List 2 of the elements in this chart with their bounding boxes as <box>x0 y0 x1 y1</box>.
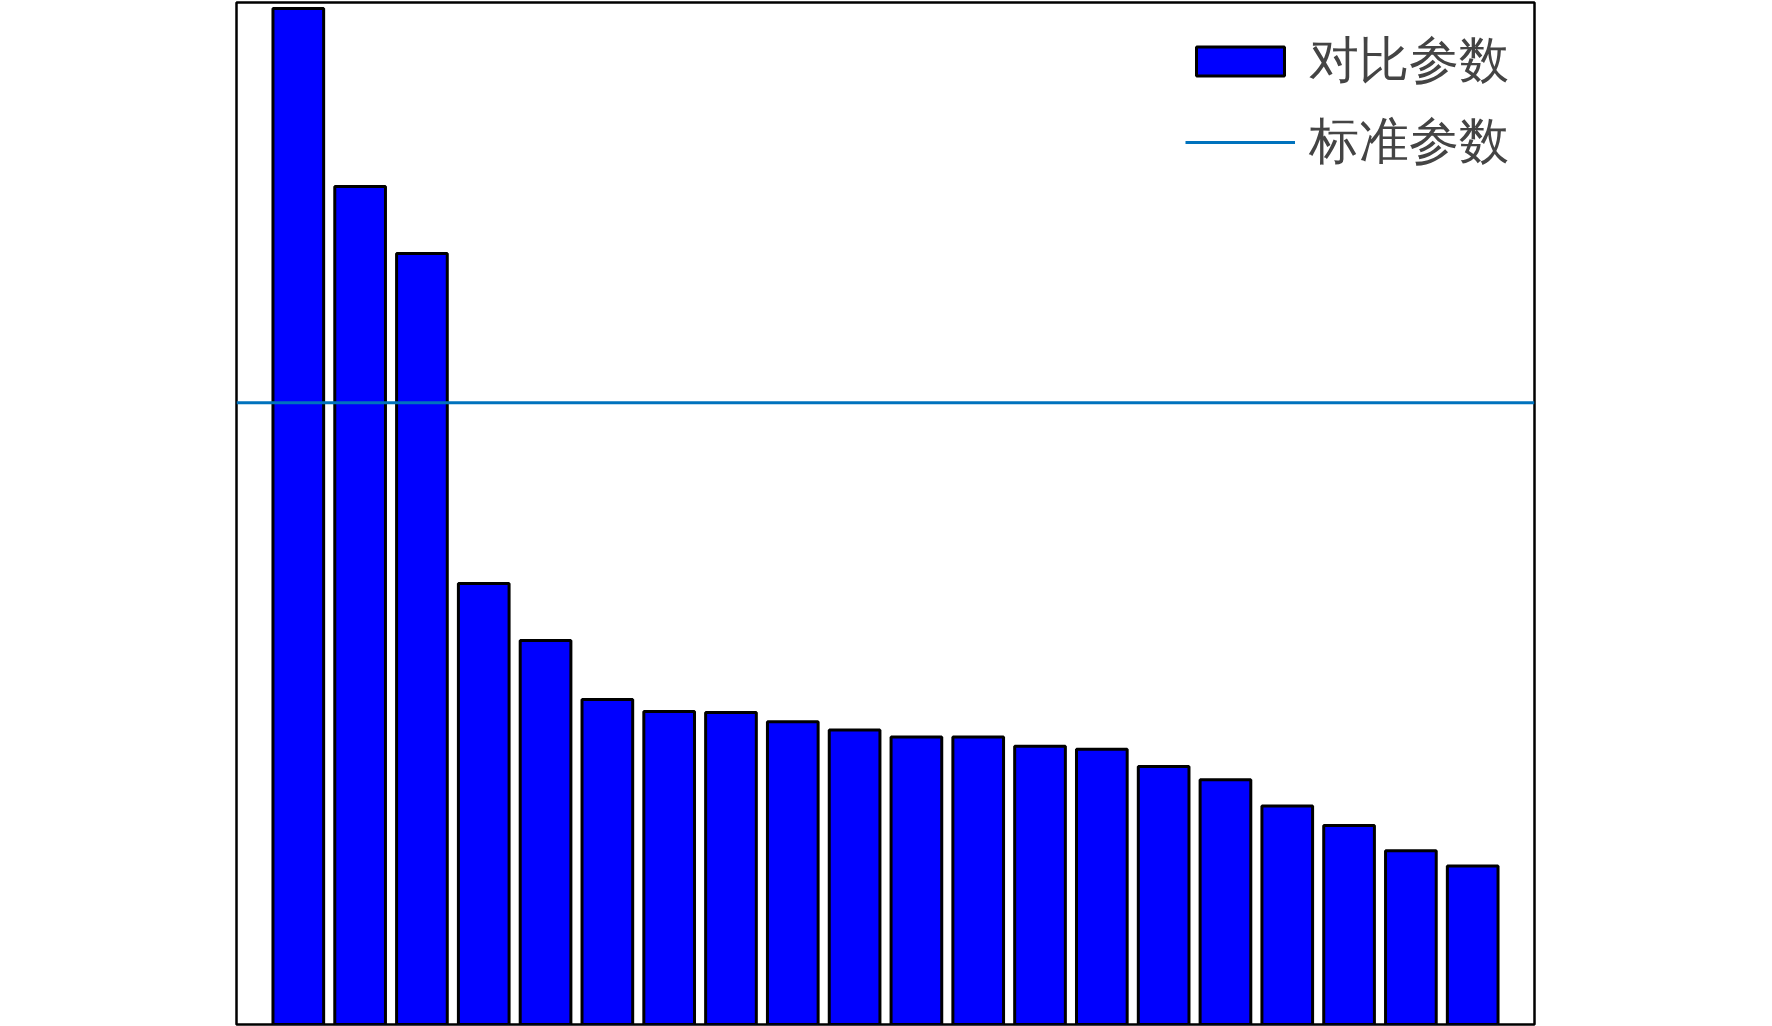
legend-label: 对比参数 <box>1309 30 1509 91</box>
legend-label: 标准参数 <box>1309 111 1509 172</box>
